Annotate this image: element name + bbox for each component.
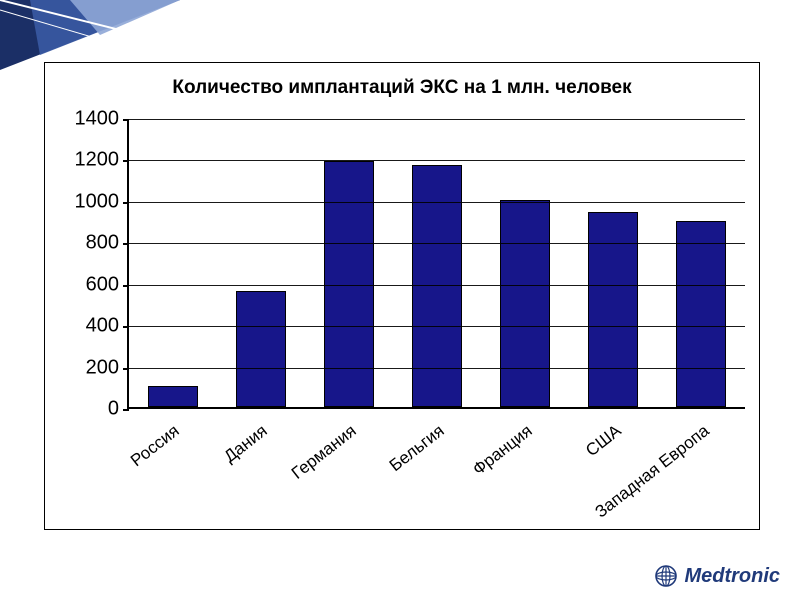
- globe-icon: [654, 564, 678, 588]
- gridline: [129, 326, 745, 327]
- chart-container: Количество имплантаций ЭКС на 1 млн. чел…: [44, 62, 760, 530]
- x-label-slot: Франция: [480, 417, 568, 517]
- bar-slot: [129, 119, 217, 407]
- y-tick-mark: [123, 243, 129, 245]
- y-tick-mark: [123, 202, 129, 204]
- y-tick-mark: [123, 368, 129, 370]
- chart-title: Количество имплантаций ЭКС на 1 млн. чел…: [45, 63, 759, 99]
- gridline: [129, 285, 745, 286]
- slide: Количество имплантаций ЭКС на 1 млн. чел…: [0, 0, 800, 600]
- y-tick-mark: [123, 326, 129, 328]
- gridline: [129, 119, 745, 120]
- y-tick-mark: [123, 119, 129, 121]
- x-label-slot: Россия: [127, 417, 215, 517]
- y-axis: 0200400600800100012001400: [59, 119, 127, 409]
- gridline: [129, 243, 745, 244]
- bar: [148, 386, 197, 407]
- corner-decoration: [0, 0, 180, 70]
- bar: [236, 291, 285, 407]
- gridline: [129, 368, 745, 369]
- gridline: [129, 202, 745, 203]
- y-tick-label: 800: [86, 232, 119, 255]
- x-label-slot: Германия: [304, 417, 392, 517]
- x-label-slot: Западная Европа: [657, 417, 745, 517]
- y-tick-label: 400: [86, 315, 119, 338]
- y-tick-mark: [123, 160, 129, 162]
- plot-wrap: 0200400600800100012001400 РоссияДанияГер…: [59, 119, 745, 517]
- x-axis-label: Франция: [469, 421, 536, 480]
- y-tick-label: 1200: [75, 149, 120, 172]
- bar: [676, 221, 725, 407]
- y-tick-mark: [123, 409, 129, 411]
- y-tick-label: 0: [108, 398, 119, 421]
- bar-slot: [217, 119, 305, 407]
- y-tick-label: 1400: [75, 108, 120, 131]
- x-axis-label: США: [582, 421, 625, 461]
- x-label-slot: Бельгия: [392, 417, 480, 517]
- x-axis-labels: РоссияДанияГерманияБельгияФранцияСШАЗапа…: [127, 417, 745, 517]
- y-tick-mark: [123, 285, 129, 287]
- bar-slot: [393, 119, 481, 407]
- bar-slot: [481, 119, 569, 407]
- bars-group: [129, 119, 745, 407]
- brand-logo: Medtronic: [654, 564, 780, 588]
- x-axis-label: Дания: [221, 421, 272, 467]
- brand-name: Medtronic: [684, 565, 780, 588]
- x-axis-label: Бельгия: [386, 421, 449, 476]
- plot-area: [127, 119, 745, 409]
- gridline: [129, 160, 745, 161]
- bar: [588, 212, 637, 407]
- bar: [500, 200, 549, 407]
- bar-slot: [569, 119, 657, 407]
- y-tick-label: 600: [86, 273, 119, 296]
- x-axis-label: Россия: [127, 421, 183, 471]
- y-tick-label: 1000: [75, 190, 120, 213]
- bar-slot: [305, 119, 393, 407]
- y-tick-label: 200: [86, 356, 119, 379]
- bar-slot: [657, 119, 745, 407]
